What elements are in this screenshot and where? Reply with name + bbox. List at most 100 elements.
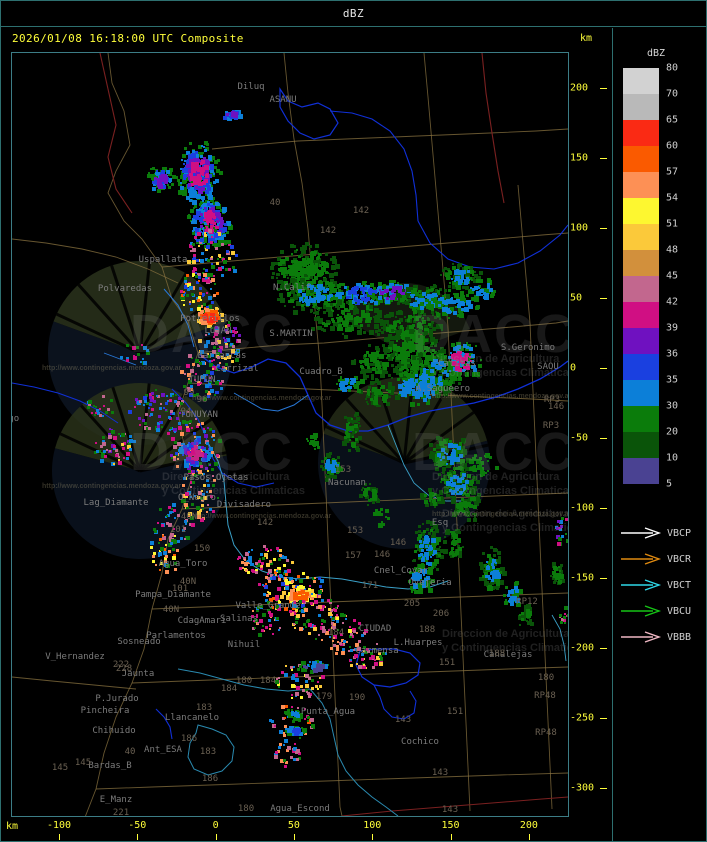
vector-arrow-icon: [621, 527, 662, 539]
vector-legend-label: VBCU: [667, 606, 692, 617]
map-place-label: Llancanelo: [164, 713, 220, 723]
map-place-label: Agua_Escond: [270, 804, 330, 814]
y-axis-tick: [600, 508, 607, 509]
colorbar-swatch: [623, 68, 659, 94]
y-axis-tick: [600, 368, 607, 369]
window-title: dBZ: [342, 7, 365, 20]
map-route-label: 190: [348, 693, 366, 703]
dbz-colorbar: [623, 68, 659, 484]
map-place-label: Carmensa: [355, 646, 399, 656]
y-axis-tick-label: 200: [570, 82, 589, 94]
colorbar-tick-label: 54: [666, 192, 679, 204]
map-place-label: Ant_ESA: [144, 745, 182, 755]
colorbar-swatch: [623, 380, 659, 406]
x-axis-tick-label: 50: [287, 820, 300, 831]
map-route-label: 151: [446, 707, 464, 717]
map-place-label: Nihuil: [227, 640, 261, 650]
map-place-label: L.Huarpes: [393, 638, 443, 648]
x-axis-unit-label: km: [6, 821, 19, 832]
watermark-subtitle: Direccion de Agricultura: [432, 471, 560, 483]
map-place-label: Cnel_Covar: [373, 566, 429, 576]
map-place-label: LUJAN: [204, 326, 232, 336]
colorbar-tick-label: 45: [666, 270, 679, 282]
vector-legend: VBCP VBCR VBCT VBCU VBBB: [619, 522, 707, 652]
map-place-label: P.Jurado: [95, 694, 139, 704]
map-overlay-layer: DACC DACC DACC DACC Direccion de Agricultura…: [12, 53, 568, 816]
y-axis-tick: [600, 88, 607, 89]
x-axis-tick: [528, 834, 530, 840]
map-place-label: S.Geronimo: [500, 343, 556, 353]
y-axis-tick-label: -200: [570, 642, 595, 654]
watermark-subtitle: Direccion de Agricultura: [162, 471, 290, 483]
window-titlebar: dBZ: [1, 1, 706, 27]
map-place-label: CdagAmari: [177, 616, 227, 626]
map-route-label: 101: [169, 525, 187, 535]
radar-plot-area[interactable]: DACC DACC DACC DACC Direccion de Agricultura…: [11, 52, 569, 817]
map-route-label: 150: [193, 544, 211, 554]
y-axis-tick: [600, 298, 607, 299]
colorbar-tick-label: 51: [666, 218, 679, 230]
y-axis-tick-label: -250: [570, 712, 595, 724]
map-place-label: Bardas_B: [88, 761, 132, 771]
colorbar-swatch: [623, 276, 659, 302]
map-route-label: 180: [235, 676, 253, 686]
y-axis-tick-label: 50: [570, 292, 583, 304]
watermark-subtitle: y Contingencias Climaticas: [442, 522, 568, 534]
map-place-label: A.Sagueero: [415, 384, 471, 394]
x-axis-tick: [293, 834, 295, 840]
y-axis-tick: [600, 158, 607, 159]
watermark-subtitle: y Contingencias Climaticas: [432, 485, 569, 497]
map-route-label: 99: [183, 388, 195, 398]
x-axis-tick: [58, 834, 60, 840]
map-route-label: 142: [319, 226, 337, 236]
map-route-label: 222: [112, 660, 130, 670]
vector-arrow-icon: [621, 631, 662, 643]
x-axis-tick-label: 100: [363, 820, 382, 831]
vector-legend-row: VBCR: [619, 548, 707, 574]
map-route-label: 142: [256, 518, 274, 528]
map-place-label: S.MARTIN: [269, 329, 313, 339]
map-route-label: 143: [441, 805, 459, 815]
watermark-text: DACC: [130, 422, 294, 482]
watermark-text: DACC: [412, 422, 569, 482]
vector-legend-row: VBCT: [619, 574, 707, 600]
map-place-label: SAOU: [537, 362, 559, 372]
map-route-label: 205: [403, 599, 421, 609]
map-place-label: Jaunta: [121, 669, 155, 679]
scan-timestamp: 2026/01/08 16:18:00 UTC Composite: [12, 32, 244, 45]
map-route-label: 146: [547, 402, 565, 412]
radar-panel: 2026/01/08 16:18:00 UTC Composite km DAC…: [2, 28, 610, 841]
map-place-label: TUNUYAN: [180, 410, 218, 420]
legend-column: dBZ 80 70 65 60 57 54 51 48 45 42 39 36 35 30 20 10 5 VB…: [612, 28, 706, 841]
map-place-label: Ovejeria: [408, 578, 452, 588]
watermark-subtitle: Direccion de Agricultura: [442, 628, 569, 640]
map-place-label: Polvaredas: [97, 284, 153, 294]
map-route-label: 184: [259, 676, 277, 686]
map-place-label: N.Calif: [273, 283, 311, 293]
vector-legend-row: VBCP: [619, 522, 707, 548]
colorbar-swatch: [623, 198, 659, 224]
map-route-label: 221: [112, 808, 130, 817]
map-place-label: Pasos_Ojetas: [183, 473, 249, 483]
colorbar-swatch: [623, 302, 659, 328]
map-route-label: 40N: [162, 605, 180, 615]
map-place-label: E_Manz: [99, 795, 133, 805]
y-axis-unit-label: km: [580, 33, 593, 44]
map-place-label: Pincheira: [80, 706, 130, 716]
x-axis-tick-label: -100: [46, 820, 72, 831]
x-axis-tick: [215, 834, 217, 840]
watermark-url: http://www.contingencias.mendoza.gov.ar: [42, 365, 182, 372]
map-place-label: Sosneado: [117, 637, 161, 647]
map-place-label: Barrancas: [197, 351, 247, 361]
map-route-label: 143: [394, 715, 412, 725]
colorbar-tick-label: 5: [666, 478, 673, 490]
colorbar-tick-label: 60: [666, 140, 679, 152]
map-place-label: ASANU: [269, 95, 297, 105]
map-route-label: RP48: [534, 691, 556, 701]
vector-legend-row: VBBB: [619, 626, 707, 652]
map-place-label: Punta_Agua: [300, 707, 356, 717]
map-place-label: Uspallata: [138, 255, 188, 265]
y-axis-tick: [600, 578, 607, 579]
vector-arrow-icon: [621, 605, 662, 617]
